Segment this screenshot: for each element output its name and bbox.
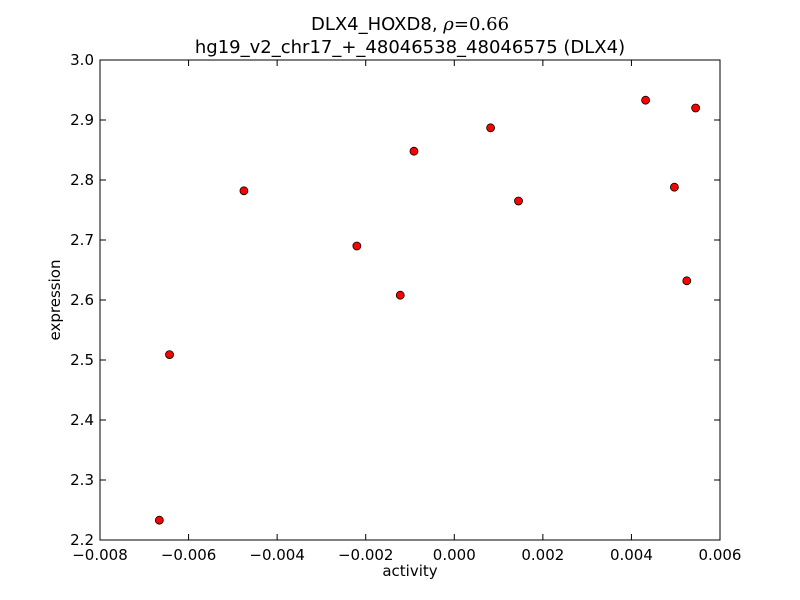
data-point [352,241,362,251]
data-point [691,103,701,113]
x-tick-label: 0.002 [521,546,564,564]
data-point [409,146,419,156]
y-tick-label: 3.0 [70,51,94,69]
y-tick-label: 2.4 [70,411,94,429]
y-tick-label: 2.8 [70,171,94,189]
x-tick-label: 0.000 [433,546,476,564]
x-axis-label: activity [382,562,437,580]
y-tick-label: 2.2 [70,531,94,549]
y-tick-label: 2.3 [70,471,94,489]
data-point [165,350,174,360]
data-point [669,182,679,192]
x-tick-label: 0.006 [699,546,742,564]
x-tick-label: 0.004 [610,546,653,564]
data-point [682,276,692,286]
chart-title-rho-value: =0.66 [454,14,509,35]
data-point [395,290,405,300]
y-tick-label: 2.5 [70,351,94,369]
x-tick-label: −0.006 [161,546,217,564]
y-tick-label: 2.7 [70,231,94,249]
data-point [514,196,523,206]
chart-title: DLX4_HOXD8, ρ=0.66 [311,14,509,35]
data-points [154,95,701,525]
data-point [641,95,650,105]
chart-title-main: DLX4_HOXD8, [311,14,443,35]
x-tick-label: −0.002 [338,546,394,564]
x-tick-label: −0.008 [72,546,128,564]
data-point [239,186,249,196]
y-tick-label: 2.6 [70,291,94,309]
axis-ticks: −0.008 −0.006 −0.004 −0.002 0.000 0.002 0.004 0… [70,51,741,564]
plot-frame [99,59,721,541]
x-tick-label: −0.004 [249,546,305,564]
y-axis-label: expression [46,260,64,341]
y-tick-label: 2.9 [70,111,94,129]
chart-subtitle: hg19_v2_chr17_+_48046538_48046575 (DLX4) [195,37,625,58]
data-point [486,123,496,133]
data-point [154,515,164,525]
chart-title-rho-symbol: ρ [442,14,454,35]
